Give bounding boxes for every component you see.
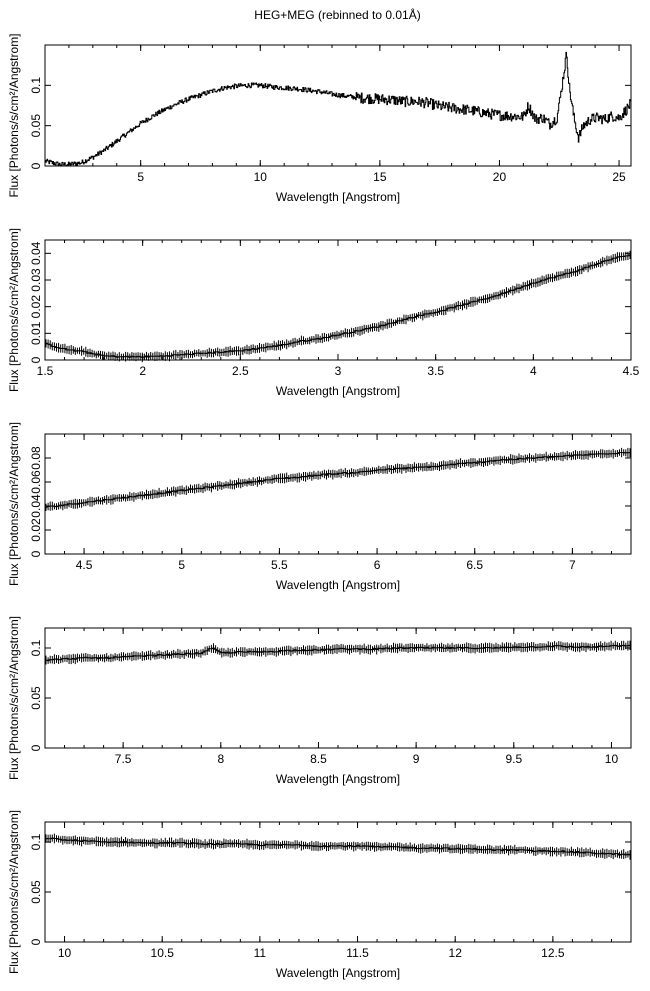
y-tick-label: 0 bbox=[29, 744, 43, 751]
x-tick-label: 7 bbox=[569, 558, 576, 572]
x-axis-label: Wavelength [Angstrom] bbox=[276, 578, 400, 592]
y-tick-label: 0 bbox=[29, 938, 43, 945]
error-bars bbox=[45, 447, 631, 511]
x-tick-label: 15 bbox=[373, 170, 387, 184]
y-tick-label: 0.06 bbox=[29, 470, 43, 494]
plot-frame bbox=[44, 627, 632, 749]
y-tick-label: 0 bbox=[29, 550, 43, 557]
x-tick-label: 10.5 bbox=[151, 946, 175, 960]
x-tick-label: 10 bbox=[58, 946, 72, 960]
x-tick-label: 3 bbox=[335, 364, 342, 378]
x-tick-label: 12.5 bbox=[541, 946, 565, 960]
spectrum-line bbox=[45, 837, 631, 856]
x-tick-label: 8 bbox=[217, 752, 224, 766]
error-bars bbox=[45, 250, 631, 363]
y-tick-label: 0.1 bbox=[29, 639, 43, 656]
x-tick-label: 4 bbox=[530, 364, 537, 378]
y-tick-label: 0 bbox=[29, 356, 43, 363]
plot-frame bbox=[44, 44, 632, 167]
spectrum-line bbox=[45, 51, 632, 167]
x-tick-label: 6 bbox=[374, 558, 381, 572]
y-axis-label: Flux [Photons/s/cm²/Angstrom] bbox=[7, 33, 21, 197]
y-axis-label: Flux [Photons/s/cm²/Angstrom] bbox=[7, 422, 21, 586]
panel-4: 7.5 8 8.5 9 9.5 10 0 0.05 0.1 Wavelength [Angstro… bbox=[7, 616, 632, 786]
spectrum-line bbox=[45, 644, 631, 662]
y-tick-label: 0.02 bbox=[29, 518, 43, 542]
x-tick-label: 12 bbox=[449, 946, 463, 960]
x-tick-label: 11.5 bbox=[346, 946, 369, 960]
x-tick-label: 4.5 bbox=[76, 558, 93, 572]
spectrum-line bbox=[45, 254, 631, 358]
y-axis-label: Flux [Photons/s/cm²/Angstrom] bbox=[7, 228, 21, 392]
x-axis-label: Wavelength [Angstrom] bbox=[276, 966, 400, 980]
x-tick-label: 5 bbox=[178, 558, 185, 572]
spectrum-line bbox=[45, 452, 631, 508]
y-tick-label: 0.1 bbox=[29, 77, 43, 94]
y-tick-label: 0.05 bbox=[29, 880, 43, 904]
y-tick-label: 0.02 bbox=[29, 295, 43, 319]
panel-5: 10 10.5 11 11.5 12 12.5 0 0.05 0.1 Wavelength [An… bbox=[7, 810, 632, 980]
plot-frame bbox=[44, 433, 632, 555]
x-tick-label: 10 bbox=[254, 170, 268, 184]
x-tick-label: 4.5 bbox=[623, 364, 640, 378]
y-tick-label: 0.04 bbox=[29, 494, 43, 518]
panel-1: 5 10 15 20 25 0 0.05 0.1 Wavelength [Angstrom] Fl… bbox=[7, 33, 632, 204]
x-axis-label: Wavelength [Angstrom] bbox=[276, 384, 400, 398]
x-axis-label: Wavelength [Angstrom] bbox=[276, 772, 400, 786]
panel-3: 4.5 5 5.5 6 6.5 7 0 0.020.040.060.08 Wavelength … bbox=[7, 422, 632, 592]
x-tick-label: 2 bbox=[139, 364, 146, 378]
y-axis-label: Flux [Photons/s/cm²/Angstrom] bbox=[7, 616, 21, 780]
x-tick-label: 20 bbox=[493, 170, 507, 184]
x-tick-label: 1.5 bbox=[37, 364, 54, 378]
x-tick-label: 7.5 bbox=[115, 752, 132, 766]
x-tick-label: 9 bbox=[413, 752, 420, 766]
error-bars bbox=[45, 833, 631, 860]
plot-frame bbox=[44, 239, 632, 361]
y-tick-label: 0 bbox=[29, 162, 43, 169]
y-tick-label: 0.03 bbox=[29, 268, 43, 292]
x-axis-label: Wavelength [Angstrom] bbox=[276, 190, 400, 204]
y-tick-label: 0.1 bbox=[29, 833, 43, 850]
x-tick-label: 5 bbox=[137, 170, 144, 184]
y-axis-label: Flux [Photons/s/cm²/Angstrom] bbox=[7, 810, 21, 974]
plot-frame bbox=[44, 821, 632, 943]
y-tick-label: 0.05 bbox=[29, 114, 43, 138]
figure-title: HEG+MEG (rebinned to 0.01Å) bbox=[254, 8, 421, 22]
y-tick-label: 0.08 bbox=[29, 446, 43, 470]
x-tick-label: 9.5 bbox=[505, 752, 522, 766]
panel-2: 1.5 2 2.5 3 3.5 4 4.5 0 0.01 0.02 0.03 0.04 Waveleng… bbox=[7, 228, 640, 398]
x-tick-label: 3.5 bbox=[427, 364, 444, 378]
y-tick-label: 0.04 bbox=[29, 241, 43, 265]
y-tick-label: 0.05 bbox=[29, 686, 43, 710]
x-tick-label: 2.5 bbox=[232, 364, 249, 378]
error-bars bbox=[45, 640, 631, 665]
y-tick-label: 0.01 bbox=[29, 321, 43, 345]
x-tick-label: 11 bbox=[254, 946, 267, 960]
x-tick-label: 10 bbox=[605, 752, 619, 766]
x-tick-label: 6.5 bbox=[466, 558, 483, 572]
x-tick-label: 8.5 bbox=[310, 752, 327, 766]
x-tick-label: 5.5 bbox=[271, 558, 288, 572]
x-tick-label: 25 bbox=[612, 170, 626, 184]
